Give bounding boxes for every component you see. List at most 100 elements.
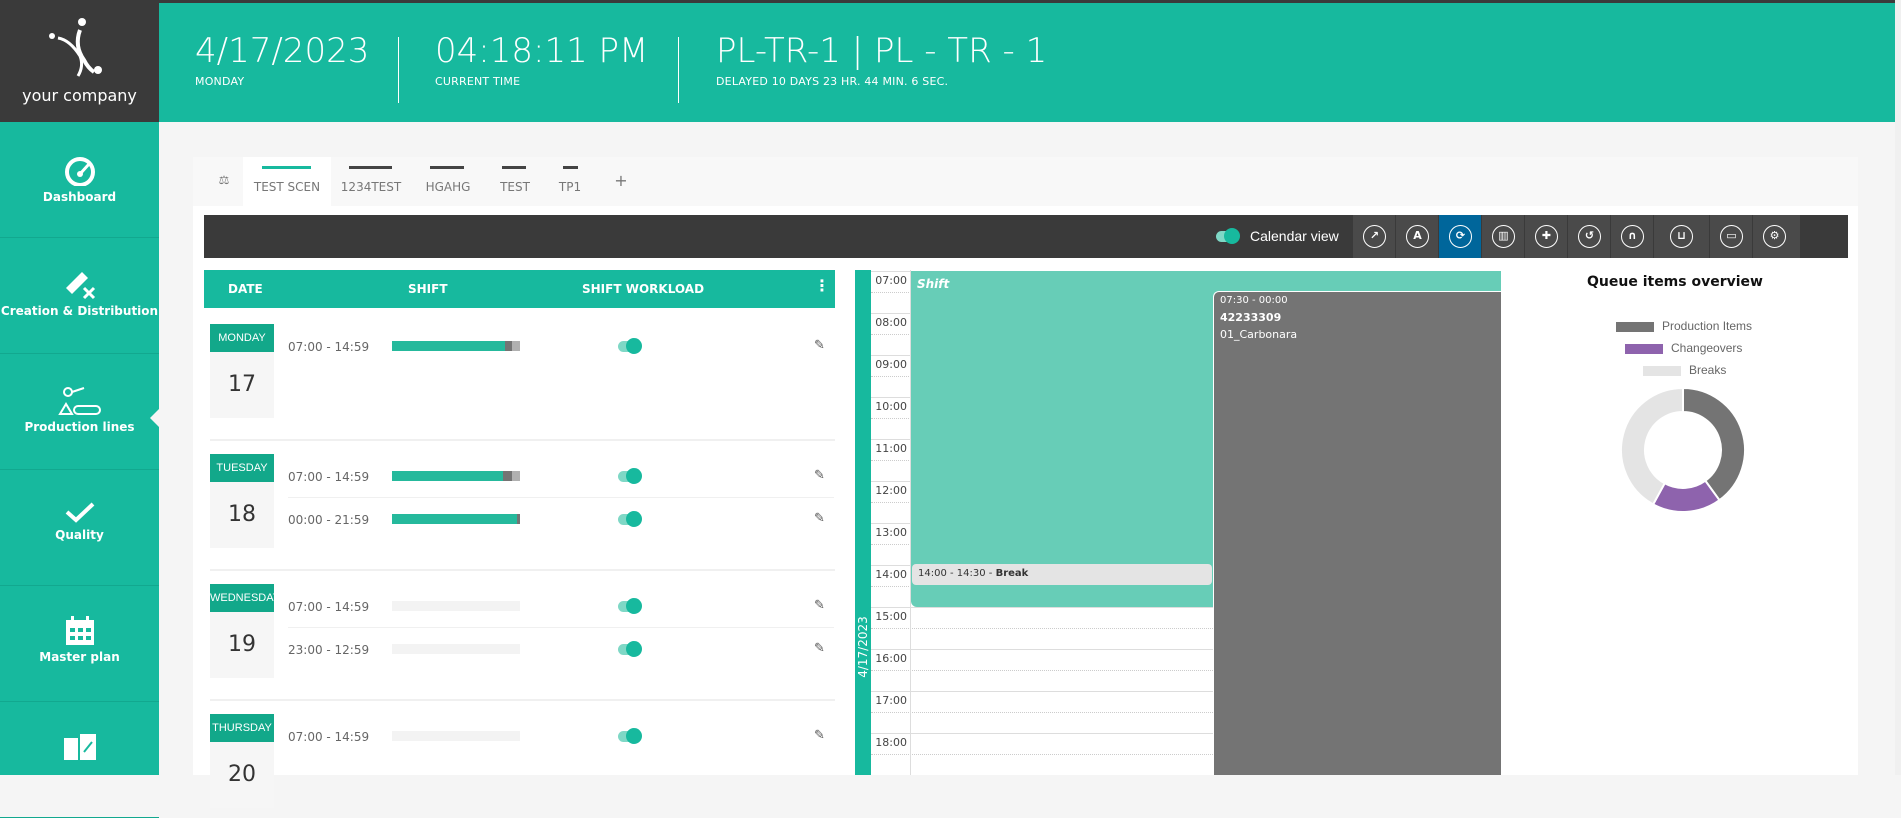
schedule-header: DATE SHIFT SHIFT WORKLOAD ⋮ bbox=[204, 270, 835, 308]
edit-icon[interactable]: ✎ bbox=[814, 468, 825, 483]
legend-changeovers: Changeovers bbox=[1625, 341, 1742, 355]
shift-time: 07:00 - 14:59 bbox=[288, 600, 370, 614]
day-number: 18 bbox=[210, 482, 274, 548]
legend-breaks: Breaks bbox=[1643, 363, 1726, 377]
shift-workload-bar bbox=[392, 731, 520, 741]
archive-button[interactable]: ▭ bbox=[1709, 215, 1752, 258]
column-header-date: DATE bbox=[228, 282, 263, 296]
tab-balance[interactable]: ⚖ bbox=[205, 157, 243, 206]
chart-button[interactable]: ↗ bbox=[1352, 215, 1395, 258]
company-logo[interactable]: your company bbox=[0, 0, 159, 122]
puzzle-icon: ✚ bbox=[1535, 225, 1558, 248]
production-item-block[interactable]: 07:30 - 00:00 42233309 01_Carbonara bbox=[1213, 291, 1501, 775]
current-time: 04:18:11 PM bbox=[435, 31, 649, 71]
scrollbar[interactable] bbox=[1895, 0, 1901, 775]
donut-slice-breaks[interactable] bbox=[1620, 386, 1684, 506]
sidebar: Dashboard Creation & Distribution Produc… bbox=[0, 122, 159, 818]
sidebar-item-production-lines[interactable]: Production lines bbox=[0, 354, 159, 470]
cart-icon: ⊔ bbox=[1670, 225, 1693, 248]
sidebar-item-quality[interactable]: Quality bbox=[0, 470, 159, 586]
refresh-button[interactable]: ⟳ bbox=[1438, 215, 1481, 258]
shift-enabled-toggle[interactable] bbox=[618, 338, 642, 354]
sidebar-item-label: Creation & Distribution bbox=[0, 304, 159, 318]
edit-icon[interactable]: ✎ bbox=[814, 338, 825, 353]
column-header-shift: SHIFT bbox=[408, 282, 448, 296]
shift-workload-bar bbox=[392, 471, 520, 481]
sidebar-item-warehouse[interactable] bbox=[0, 702, 159, 818]
shift-enabled-toggle[interactable] bbox=[618, 468, 642, 484]
search-button[interactable]: ∩ bbox=[1610, 215, 1653, 258]
calendar-view-toggle[interactable] bbox=[1216, 228, 1240, 244]
column-header-workload: SHIFT WORKLOAD bbox=[582, 282, 705, 296]
shift-divider bbox=[288, 627, 834, 628]
edit-icon[interactable]: ✎ bbox=[814, 598, 825, 613]
delay-status: DELAYED 10 DAYS 23 HR. 44 MIN. 6 SEC. bbox=[716, 75, 949, 88]
tab-label: TEST bbox=[500, 180, 530, 194]
job-name: 01_Carbonara bbox=[1220, 328, 1298, 341]
sidebar-item-dashboard[interactable]: Dashboard bbox=[0, 122, 159, 238]
hour-line bbox=[871, 691, 1501, 692]
hour-line bbox=[871, 733, 1501, 734]
logo-figure-icon bbox=[49, 18, 102, 77]
queue-donut-chart bbox=[1620, 386, 1746, 513]
hour-line bbox=[871, 649, 1501, 650]
divider bbox=[398, 37, 399, 103]
settings-button[interactable]: ⚙ bbox=[1752, 215, 1800, 258]
tab-test[interactable]: TEST bbox=[495, 157, 535, 206]
chart-title: Queue items overview bbox=[1587, 274, 1763, 290]
tab-label: 1234TEST bbox=[340, 180, 402, 194]
day-divider bbox=[210, 699, 835, 701]
workload-production bbox=[392, 341, 505, 351]
plugin-button[interactable]: ✚ bbox=[1524, 215, 1567, 258]
add-tab-button[interactable]: + bbox=[611, 157, 631, 206]
hour-label: 18:00 bbox=[875, 736, 907, 749]
shift-divider bbox=[288, 497, 834, 498]
ticket-x-icon bbox=[65, 272, 95, 300]
shift-label: Shift bbox=[917, 277, 950, 291]
job-time: 07:30 - 00:00 bbox=[1220, 295, 1288, 306]
logo-text: your company bbox=[22, 86, 137, 105]
tab-1234test[interactable]: 1234TEST bbox=[339, 157, 403, 206]
tab-tp1[interactable]: TP1 bbox=[555, 157, 585, 206]
sidebar-item-label: Quality bbox=[55, 528, 104, 542]
hour-label: 13:00 bbox=[875, 526, 907, 539]
workload-breaks bbox=[512, 341, 520, 351]
cart-button[interactable]: ⊔ bbox=[1653, 215, 1709, 258]
warehouse-link-icon bbox=[63, 734, 96, 760]
gear-icon: ⚙ bbox=[1763, 225, 1786, 248]
tab-hgahg[interactable]: HGAHG bbox=[423, 157, 473, 206]
day-divider bbox=[210, 569, 835, 571]
shift-time: 23:00 - 12:59 bbox=[288, 643, 370, 657]
day-number: 20 bbox=[210, 742, 274, 808]
divider bbox=[678, 37, 679, 103]
break-time: 14:00 - 14:30 - bbox=[918, 568, 996, 579]
edit-icon[interactable]: ✎ bbox=[814, 511, 825, 526]
break-block[interactable]: 14:00 - 14:30 - Break bbox=[912, 564, 1212, 585]
hour-label: 16:00 bbox=[875, 652, 907, 665]
calendar-date-strip bbox=[855, 270, 871, 775]
edit-icon[interactable]: ✎ bbox=[814, 641, 825, 656]
more-options-icon[interactable]: ⋮ bbox=[814, 276, 830, 295]
edit-icon[interactable]: ✎ bbox=[814, 728, 825, 743]
hour-label: 14:00 bbox=[875, 568, 907, 581]
header-date: 4/17/2023 bbox=[195, 31, 370, 71]
delete-button[interactable]: ▥ bbox=[1481, 215, 1524, 258]
donut-slice-production-items[interactable] bbox=[1682, 386, 1746, 502]
tab-label: HGAHG bbox=[425, 180, 471, 194]
hour-label: 12:00 bbox=[875, 484, 907, 497]
sidebar-item-master-plan[interactable]: Master plan bbox=[0, 586, 159, 702]
day-label: TUESDAY bbox=[210, 454, 274, 482]
compass-button[interactable]: A bbox=[1395, 215, 1438, 258]
header: 4/17/2023 MONDAY 04:18:11 PM CURRENT TIME … bbox=[159, 3, 1895, 122]
shift-enabled-toggle[interactable] bbox=[618, 641, 642, 657]
shift-enabled-toggle[interactable] bbox=[618, 598, 642, 614]
shift-enabled-toggle[interactable] bbox=[618, 728, 642, 744]
header-day: MONDAY bbox=[195, 75, 245, 88]
undo-button[interactable]: ↺ bbox=[1567, 215, 1610, 258]
shift-enabled-toggle[interactable] bbox=[618, 511, 642, 527]
calendar-view-label: Calendar view bbox=[1250, 228, 1339, 244]
current-time-label: CURRENT TIME bbox=[435, 75, 521, 88]
binoculars-icon: ∩ bbox=[1621, 225, 1644, 248]
sidebar-item-creation-distribution[interactable]: Creation & Distribution bbox=[0, 238, 159, 354]
tab-test-scen[interactable]: TEST SCEN bbox=[243, 157, 331, 206]
